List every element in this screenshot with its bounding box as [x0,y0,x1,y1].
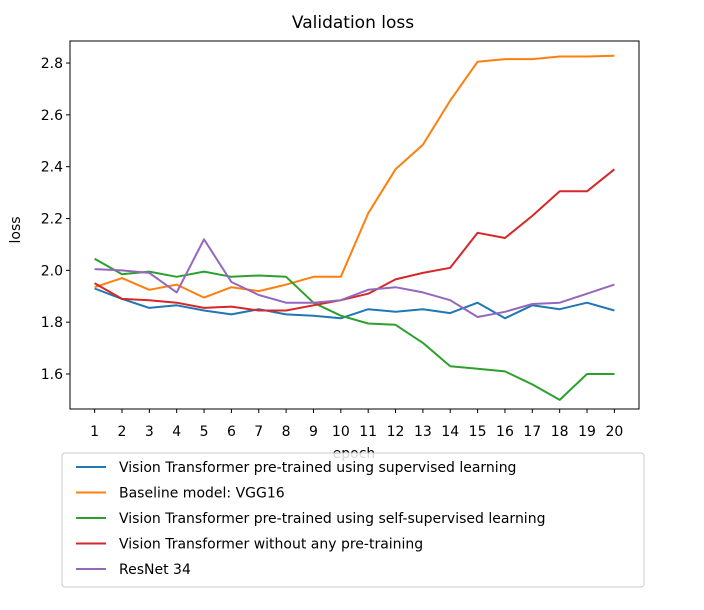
x-tick-label: 8 [282,424,291,440]
x-tick-label: 17 [523,424,541,440]
series-line-5 [94,238,615,318]
y-tick-label: 1.6 [41,367,63,383]
y-tick-label: 2.6 [41,108,63,124]
series-line-2 [94,54,615,299]
x-tick-label: 20 [605,424,623,440]
y-tick-label: 2.2 [41,212,63,228]
legend-label: Vision Transformer without any pre-train… [119,537,423,553]
legend-label: Baseline model: VGG16 [119,486,285,502]
y-tick-label: 2.4 [41,160,63,176]
x-tick-label: 18 [551,424,569,440]
series-line-4 [94,168,616,312]
x-tick-label: 13 [414,424,432,440]
x-tick-label: 2 [118,424,127,440]
series-lines [94,54,616,401]
x-tick-label: 15 [469,424,487,440]
x-tick-label: 14 [441,424,459,440]
x-tick-label: 11 [359,424,377,440]
x-tick-label: 9 [309,424,318,440]
y-tick-label: 1.8 [41,315,63,331]
chart-title: Validation loss [292,13,414,33]
plot-area-frame [69,40,640,410]
legend-label: Vision Transformer pre-trained using sel… [119,511,545,527]
x-tick-label: 5 [200,424,209,440]
x-tick-label: 4 [172,424,181,440]
x-tick-label: 16 [496,424,514,440]
x-tick-label: 10 [332,424,350,440]
x-tick-label: 7 [254,424,263,440]
x-tick-label: 12 [387,424,405,440]
y-axis-label: loss [8,216,24,243]
legend: Vision Transformer pre-trained using sup… [61,452,645,588]
legend-box [61,452,645,588]
y-tick-label: 2.8 [41,56,63,72]
series-line-3 [94,257,615,401]
y-axis: 1.6 1.8 2.0 2.2 2.4 2.6 2.8 [41,56,70,383]
legend-label: ResNet 34 [119,562,191,578]
series-line-1 [94,287,615,320]
legend-label: Vision Transformer pre-trained using sup… [119,460,516,476]
x-tick-label: 1 [90,424,99,440]
x-tick-label: 6 [227,424,236,440]
y-tick-label: 2.0 [41,263,63,279]
x-axis: 1 2 3 4 5 6 7 8 9 10 11 12 13 14 15 16 17 18 19 20 [90,409,623,440]
x-tick-label: 3 [145,424,154,440]
x-tick-label: 19 [578,424,596,440]
